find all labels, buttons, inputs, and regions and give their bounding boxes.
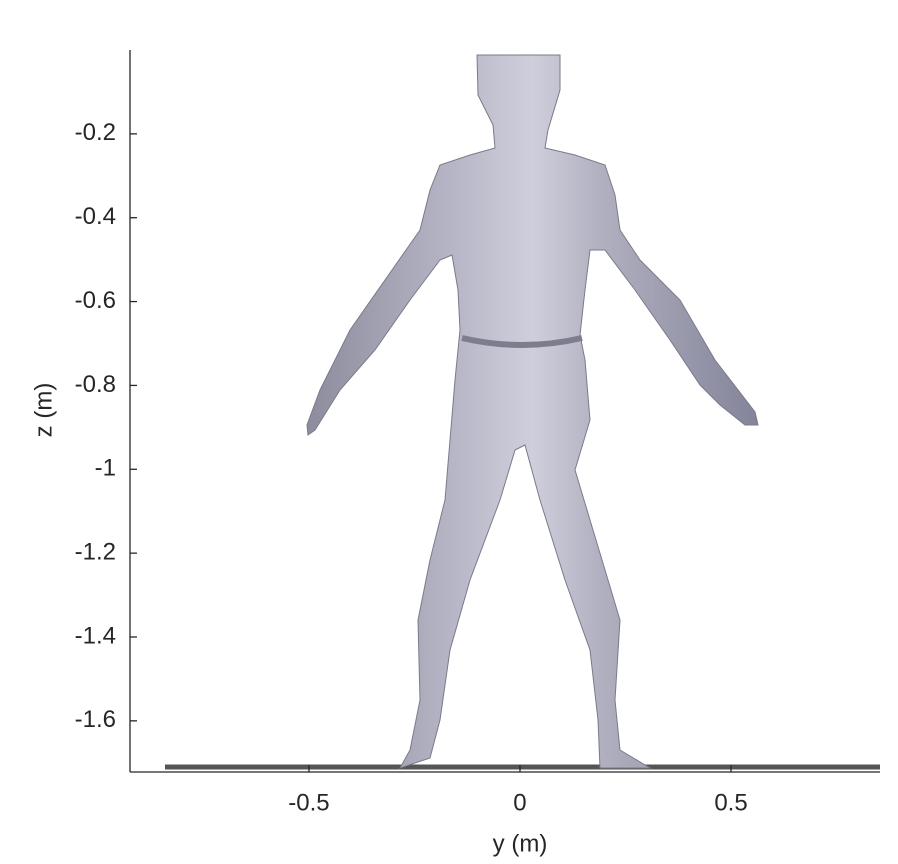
y-tick-label: -0.4	[75, 203, 116, 230]
page: z (m) y (m) -1.6 -1.4 -1.2 -1 -0.8 -0.6 -0.4 -0…	[0, 0, 898, 864]
y-tick-label: -1.6	[75, 706, 116, 733]
body-mesh	[307, 55, 758, 768]
chart: z (m) y (m) -1.6 -1.4 -1.2 -1 -0.8 -0.6 -0.4 -0…	[0, 0, 898, 864]
y-tick-label: -0.8	[75, 371, 116, 398]
y-tick-label: -1.4	[75, 622, 116, 649]
body-scan	[165, 55, 880, 768]
y-axis-label: z (m)	[30, 383, 57, 438]
x-tick-label: 0	[513, 789, 526, 816]
x-axis-label: y (m)	[493, 830, 548, 857]
x-tick-label: 0.5	[714, 789, 747, 816]
y-tick-label: -1.2	[75, 538, 116, 565]
y-tick-label: -1	[95, 455, 116, 482]
x-tick-label: -0.5	[288, 789, 329, 816]
y-tick-label: -0.6	[75, 287, 116, 314]
y-tick-label: -0.2	[75, 119, 116, 146]
